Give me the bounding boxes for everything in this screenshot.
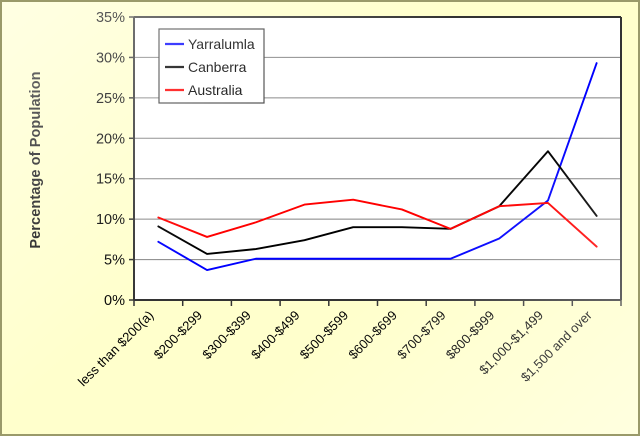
legend-label-australia: Australia xyxy=(188,82,243,98)
x-tick-label: $400-$499 xyxy=(248,308,303,363)
y-tick-label: 5% xyxy=(104,253,125,269)
x-tick-label: $300-$399 xyxy=(199,308,254,363)
x-tick-label: $700-$799 xyxy=(394,308,449,363)
series-line-australia xyxy=(157,198,598,248)
legend-label-canberra: Canberra xyxy=(188,59,247,75)
y-tick-label: 35% xyxy=(96,10,125,26)
chart-legend: Yarralumla Canberra Australia xyxy=(158,28,265,104)
x-tick-label: $200-$299 xyxy=(151,308,206,363)
y-tick-label: 10% xyxy=(96,212,125,228)
y-tick-label: 25% xyxy=(96,91,125,107)
series-line-canberra xyxy=(157,150,598,255)
data-series-lines xyxy=(157,62,598,272)
y-tick-label: 20% xyxy=(96,131,125,147)
y-tick-label: 15% xyxy=(96,172,125,188)
x-tick-label: less than $200(a) xyxy=(75,308,157,390)
y-axis-title: Percentage of Population xyxy=(28,71,44,249)
axis-lines xyxy=(133,16,622,301)
y-tick-label: 30% xyxy=(96,50,125,66)
series-line-yarralumla xyxy=(157,62,598,272)
x-axis-tick-labels: less than $200(a)$200-$299$300-$399$400-… xyxy=(75,307,595,389)
y-tick-label: 0% xyxy=(104,293,125,309)
x-tick-label: $500-$599 xyxy=(297,308,352,363)
y-axis-tick-labels: 0% 5% 10% 15% 20% 25% 30% 35% xyxy=(96,10,125,309)
legend-label-yarralumla: Yarralumla xyxy=(188,36,255,52)
x-tick-label: $600-$699 xyxy=(345,308,400,363)
